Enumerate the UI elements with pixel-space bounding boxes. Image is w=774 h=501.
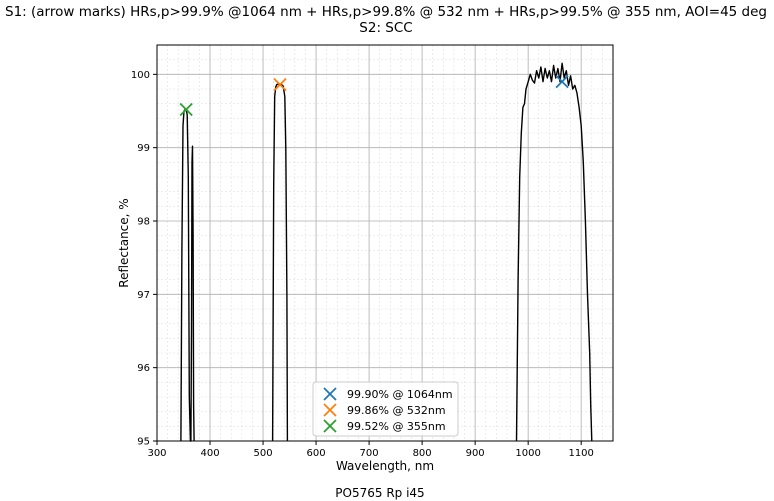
y-tick-label: 95 <box>137 437 150 448</box>
x-tick-label: 800 <box>413 448 432 459</box>
legend-entry-1064nm: 99.90% @ 1064nm <box>323 387 453 401</box>
y-tick-label: 100 <box>131 70 150 81</box>
x-tick-label: 300 <box>147 448 166 459</box>
y-axis-label: Reflectance, % <box>117 198 131 287</box>
marker-532nm <box>273 77 287 92</box>
legend-entry-355nm: 99.52% @ 355nm <box>323 419 446 433</box>
x-tick-label: 1100 <box>568 448 593 459</box>
legend-entry-532nm: 99.86% @ 532nm <box>323 403 446 417</box>
y-tick-label: 99 <box>137 143 150 154</box>
reflectance-band-line-1 <box>271 83 289 442</box>
chart-title-line-2: S2: SCC <box>359 20 412 36</box>
x-tick-label: 700 <box>360 448 379 459</box>
data-markers <box>179 75 569 117</box>
y-tick-label: 96 <box>137 363 150 374</box>
x-tick-label: 500 <box>253 448 272 459</box>
x-axis-label: Wavelength, nm <box>336 459 434 473</box>
x-tick-label: 1000 <box>515 448 540 459</box>
marker-1064nm <box>555 75 569 89</box>
x-tick-label: 400 <box>200 448 219 459</box>
x-tick-label: 900 <box>466 448 485 459</box>
legend-x-marker-icon <box>323 387 337 401</box>
reflectance-band-line-0 <box>180 108 195 442</box>
grid <box>156 44 614 442</box>
reflectance-band-line-2 <box>515 62 593 442</box>
legend-label: 99.86% @ 532nm <box>347 404 446 417</box>
legend-box <box>312 381 459 437</box>
axis-ticks: 300 400 500 600 700 800 900 1000 1100 95 96 97 98 99 1… <box>131 70 594 459</box>
marker-355nm <box>179 102 193 117</box>
y-tick-label: 98 <box>137 217 150 228</box>
legend: 99.90% @ 1064nm 99.86% @ 532nm 99.52% @ 35… <box>312 381 459 437</box>
y-tick-label: 97 <box>137 290 150 301</box>
legend-x-marker-icon <box>323 419 337 433</box>
x-tick-label: 600 <box>307 448 326 459</box>
chart-title-line-1: S1: (arrow marks) HRs,p>99.9% @1064 nm +… <box>5 4 767 20</box>
legend-x-marker-icon <box>323 403 337 417</box>
plot-frame <box>156 44 614 442</box>
footer-label: PO5765 Rp i45 <box>335 486 424 500</box>
legend-label: 99.52% @ 355nm <box>347 420 446 433</box>
legend-label: 99.90% @ 1064nm <box>347 388 453 401</box>
